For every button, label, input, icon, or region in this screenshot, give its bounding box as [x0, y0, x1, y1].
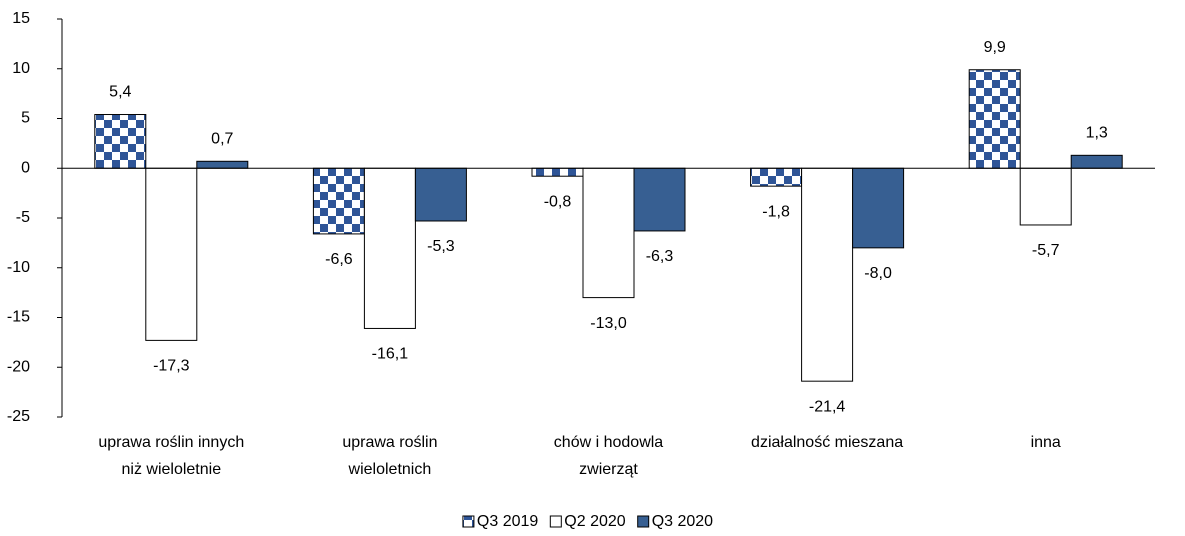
value-label: -5,3: [427, 238, 455, 255]
value-label: -8,0: [864, 265, 892, 282]
x-tick-label: inna: [1030, 434, 1061, 451]
bar: [94, 114, 147, 169]
x-tick-label: uprawa roślin wieloletnich: [342, 434, 438, 478]
value-label: -6,3: [646, 248, 674, 265]
legend-swatch: [549, 515, 562, 528]
value-label: -21,4: [809, 398, 846, 415]
bar: [582, 167, 635, 299]
value-label: -6,6: [325, 251, 353, 268]
legend-label: Q3 2019: [477, 513, 538, 530]
value-label: -0,8: [544, 193, 572, 210]
y-tick-label: -15: [7, 309, 30, 326]
legend-swatch: [637, 515, 650, 528]
value-label: -16,1: [372, 346, 409, 363]
bar: [531, 167, 584, 177]
y-tick-label: -20: [7, 358, 30, 375]
bar: [801, 167, 854, 382]
y-tick-label: 15: [12, 10, 30, 27]
y-tick-label: 5: [21, 110, 30, 127]
value-label: 0,7: [211, 131, 233, 148]
bar: [1070, 154, 1123, 169]
y-tick-label: -25: [7, 408, 30, 425]
x-tick-label: chów i hodowla zwierząt: [553, 434, 664, 478]
legend-swatch: [462, 515, 475, 528]
x-tick-label: działalność mieszana: [751, 434, 904, 451]
value-label: 9,9: [984, 39, 1006, 56]
value-label: 1,3: [1086, 125, 1108, 142]
value-label: -17,3: [153, 358, 190, 375]
bar: [414, 167, 467, 222]
legend-label: Q3 2020: [652, 513, 713, 530]
bar: [363, 167, 416, 329]
y-tick-label: 10: [12, 60, 30, 77]
y-tick-label: 0: [21, 159, 30, 176]
bar: [968, 69, 1021, 169]
value-label: -5,7: [1032, 242, 1060, 259]
y-tick-label: -10: [7, 259, 30, 276]
bar: [852, 167, 905, 249]
bar: [1019, 167, 1072, 226]
bar: [750, 167, 803, 187]
bar: [196, 160, 249, 169]
bar: [312, 167, 365, 235]
x-tick-label: uprawa roślin innych niż wieloletnie: [98, 434, 245, 478]
value-label: 5,4: [109, 84, 131, 101]
value-label: -13,0: [590, 315, 627, 332]
bar: [145, 167, 198, 341]
value-label: -1,8: [762, 203, 790, 220]
bar: [633, 167, 686, 232]
y-tick-label: -5: [16, 209, 30, 226]
legend-label: Q2 2020: [564, 513, 625, 530]
